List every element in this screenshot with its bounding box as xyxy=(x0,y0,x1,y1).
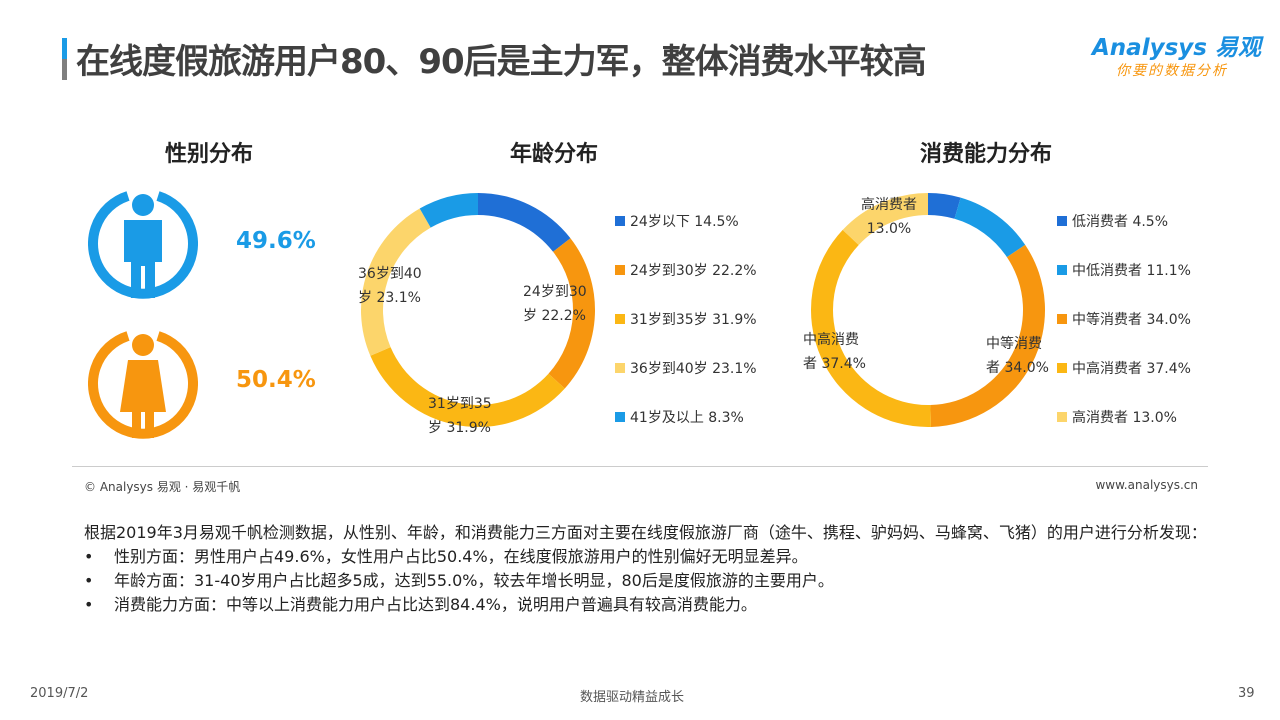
age-legend: 24岁以下 14.5% 24岁到30岁 22.2% 31岁到35岁 31.9% 36岁… xyxy=(615,196,757,441)
legend-swatch xyxy=(615,362,625,373)
consumption-donut-chart xyxy=(811,193,1045,427)
legend-item: 24岁到30岁 22.2% xyxy=(615,245,757,294)
male-percentage: 49.6% xyxy=(236,228,316,254)
logo: Analysys 易观 xyxy=(1092,35,1261,61)
consumption-data-label: 高消费者 13.0% xyxy=(861,197,917,237)
age-donut-chart xyxy=(361,193,595,427)
legend-item: 31岁到35岁 31.9% xyxy=(615,294,757,343)
bullet-consumption: 消费能力方面：中等以上消费能力用户占比达到84.4%，说明用户普遍具有较高消费能… xyxy=(84,593,1214,617)
legend-item: 中高消费者 37.4% xyxy=(1057,343,1191,392)
page-number: 39 xyxy=(1238,686,1255,701)
legend-label: 24岁到30岁 22.2% xyxy=(630,262,757,279)
footer-date: 2019/7/2 xyxy=(30,686,89,701)
age-data-label: 24岁到30 岁 22.2% xyxy=(523,284,587,324)
donut-slice-4 xyxy=(361,208,431,356)
logo-tagline: 你要的数据分析 xyxy=(1116,63,1228,79)
legend-item: 高消费者 13.0% xyxy=(1057,392,1191,441)
page-title: 在线度假旅游用户80、90后是主力军，整体消费水平较高 xyxy=(76,42,927,82)
female-icon xyxy=(88,331,198,439)
footer-slogan: 数据驱动精益成长 xyxy=(580,690,685,705)
legend-swatch xyxy=(1057,215,1067,226)
legend-label: 31岁到35岁 31.9% xyxy=(630,311,757,328)
title-accent-bar xyxy=(62,38,67,80)
bullet-gender: 性别方面：男性用户占49.6%，女性用户占比50.4%，在线度假旅游用户的性别偏… xyxy=(84,545,1214,569)
legend-label: 41岁及以上 8.3% xyxy=(630,409,744,426)
legend-swatch xyxy=(615,411,625,422)
gender-title: 性别分布 xyxy=(165,142,254,167)
legend-item: 24岁以下 14.5% xyxy=(615,196,757,245)
consumption-data-label: 中高消费者 37.4% xyxy=(803,332,866,372)
male-icon xyxy=(88,191,198,299)
age-data-label: 31岁到35 岁 31.9% xyxy=(428,396,492,436)
donut-slice-3 xyxy=(370,347,565,427)
legend-label: 低消费者 4.5% xyxy=(1072,213,1169,230)
legend-swatch xyxy=(615,215,625,226)
legend-label: 中低消费者 11.1% xyxy=(1072,262,1191,279)
legend-label: 24岁以下 14.5% xyxy=(630,213,739,230)
donut-slice-1 xyxy=(928,193,961,219)
intro-paragraph: 根据2019年3月易观千帆检测数据，从性别、年龄，和消费能力三方面对主要在线度假… xyxy=(84,523,1207,542)
consumption-data-label: 中等消费者 34.0% xyxy=(986,336,1049,376)
legend-item: 41岁及以上 8.3% xyxy=(615,392,757,441)
female-percentage: 50.4% xyxy=(236,367,316,393)
legend-swatch xyxy=(1057,264,1067,275)
donut-slice-2 xyxy=(954,197,1026,258)
legend-swatch xyxy=(1057,362,1067,373)
donut-slice-5 xyxy=(842,193,928,245)
legend-label: 中等消费者 34.0% xyxy=(1072,311,1191,328)
donut-slice-2 xyxy=(548,238,595,389)
legend-swatch xyxy=(1057,313,1067,324)
legend-label: 36岁到40岁 23.1% xyxy=(630,360,757,377)
legend-item: 36岁到40岁 23.1% xyxy=(615,343,757,392)
analysis-text: 根据2019年3月易观千帆检测数据，从性别、年龄，和消费能力三方面对主要在线度假… xyxy=(84,521,1214,617)
donut-slice-3 xyxy=(930,244,1045,427)
legend-label: 中高消费者 37.4% xyxy=(1072,360,1191,377)
legend-swatch xyxy=(615,313,625,324)
age-chart-title: 年龄分布 xyxy=(510,142,599,167)
legend-item: 中低消费者 11.1% xyxy=(1057,245,1191,294)
divider xyxy=(72,466,1208,467)
donut-slice-4 xyxy=(811,229,931,427)
bullet-age: 年龄方面：31-40岁用户占比超多5成，达到55.0%，较去年增长明显，80后是… xyxy=(84,569,1214,593)
legend-label: 高消费者 13.0% xyxy=(1072,409,1177,426)
consumption-chart-title: 消费能力分布 xyxy=(920,142,1053,167)
legend-item: 中等消费者 34.0% xyxy=(1057,294,1191,343)
donut-slice-5 xyxy=(419,193,478,228)
source-note: © Analysys 易观 · 易观千帆 xyxy=(84,480,241,494)
legend-item: 低消费者 4.5% xyxy=(1057,196,1191,245)
website-link[interactable]: www.analysys.cn xyxy=(1095,478,1198,492)
legend-swatch xyxy=(615,264,625,275)
age-data-label: 36岁到40 岁 23.1% xyxy=(358,266,422,306)
legend-swatch xyxy=(1057,411,1067,422)
donut-slice-1 xyxy=(478,193,571,252)
consumption-legend: 低消费者 4.5% 中低消费者 11.1% 中等消费者 34.0% 中高消费者 37.… xyxy=(1057,196,1191,441)
